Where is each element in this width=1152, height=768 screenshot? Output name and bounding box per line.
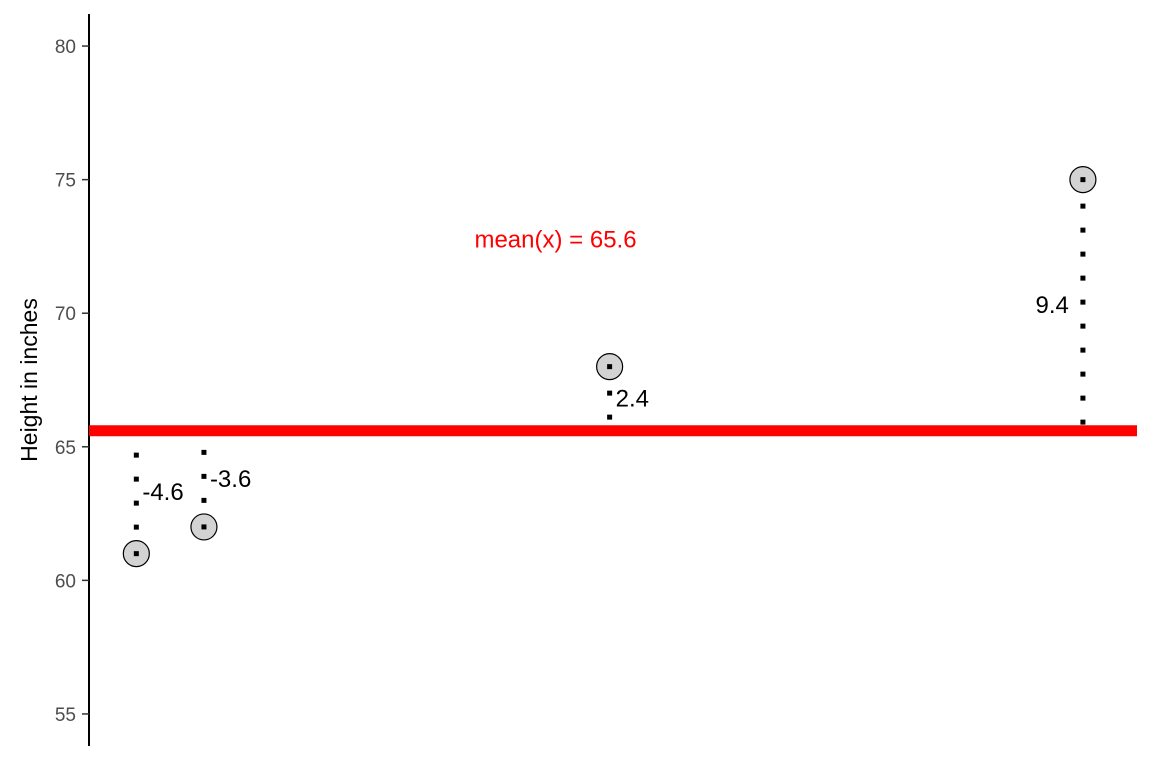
deviation-segments [133,179,1086,554]
y-tick-label: 60 [55,571,76,592]
deviation-label: -4.6 [142,479,183,506]
y-tick-label: 75 [55,171,76,192]
data-point-center [1080,177,1086,183]
mean-annotation: mean(x) = 65.6 [474,227,636,254]
deviation-label: 2.4 [616,386,649,413]
y-axis-title: Height in inches [16,298,42,462]
y-tick-label: 55 [55,705,76,726]
data-point-center [201,524,207,530]
deviation-label: 9.4 [1036,292,1069,319]
data-points [122,166,1097,568]
data-point-center [607,364,613,370]
deviation-labels: -4.6 -3.6 2.4 9.4 [142,292,1069,506]
y-tick-label: 70 [55,304,76,325]
y-axis-ticks: 55 60 65 70 75 80 [55,37,89,726]
y-tick-label: 65 [55,438,76,459]
data-point-center [133,551,139,557]
y-tick-label: 80 [55,37,76,58]
deviation-label: -3.6 [210,466,251,493]
